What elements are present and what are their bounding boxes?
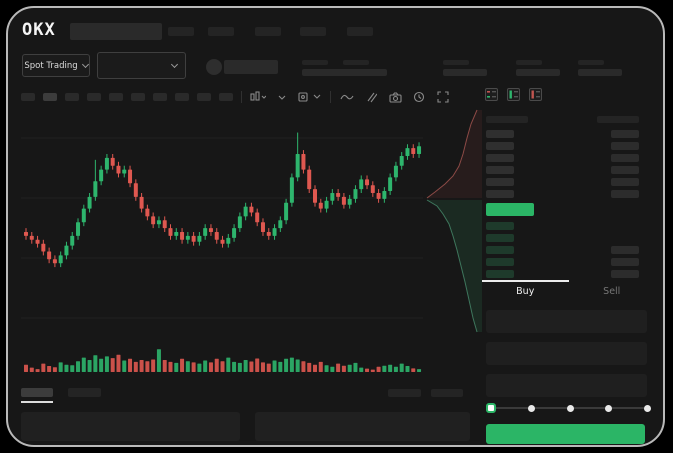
orderbook-row[interactable] xyxy=(486,232,639,244)
orderbook-row[interactable] xyxy=(486,268,639,280)
timeframe-button[interactable] xyxy=(219,93,233,101)
book-asks-icon[interactable] xyxy=(529,88,542,101)
timeframe-button[interactable] xyxy=(175,93,189,101)
slider-stop[interactable] xyxy=(527,404,535,412)
pair-name-placeholder xyxy=(224,60,278,74)
orderbook-bids xyxy=(486,220,639,280)
orders-action[interactable] xyxy=(431,389,463,397)
device-frame: OKX Spot Trading xyxy=(6,6,665,447)
depth-chart xyxy=(426,109,482,333)
timeframe-button[interactable] xyxy=(131,93,145,101)
orders-action[interactable] xyxy=(388,389,421,397)
market-type-selector[interactable]: Spot Trading xyxy=(22,54,90,77)
orderbook-view-toggles xyxy=(485,88,542,101)
slider-stop[interactable] xyxy=(644,404,651,412)
parallel-lines-icon[interactable] xyxy=(363,90,379,104)
toolbar-divider xyxy=(330,91,331,103)
ticker-stat xyxy=(516,60,560,76)
chart-interval-icon[interactable] xyxy=(250,90,266,104)
tab-sell[interactable]: Sell xyxy=(603,285,621,297)
timeframe-button[interactable] xyxy=(197,93,211,101)
orderbook-row[interactable] xyxy=(486,188,639,200)
timeframe-button[interactable] xyxy=(65,93,79,101)
orderbook-row[interactable] xyxy=(486,244,639,256)
timeframe-button[interactable] xyxy=(21,93,35,101)
price-input-placeholder[interactable] xyxy=(486,310,647,333)
fullscreen-icon[interactable] xyxy=(435,90,451,104)
caret-icon[interactable] xyxy=(274,90,290,104)
orders-tab-active[interactable] xyxy=(21,388,53,397)
orderbook-last-price-row[interactable] xyxy=(486,202,639,217)
ticker-stat xyxy=(302,60,346,76)
candlestick-chart[interactable] xyxy=(21,108,423,374)
timeframe-button-active[interactable] xyxy=(43,93,57,101)
pair-dropdown[interactable] xyxy=(97,52,186,79)
slider-stop[interactable] xyxy=(605,404,613,412)
indicators-icon[interactable] xyxy=(298,90,322,104)
market-type-label: Spot Trading xyxy=(24,60,78,71)
toolbar-divider xyxy=(241,91,242,103)
camera-icon[interactable] xyxy=(387,90,403,104)
orderbook-row[interactable] xyxy=(486,176,639,188)
timeframe-button[interactable] xyxy=(153,93,167,101)
trade-tabs: Buy Sell xyxy=(482,280,655,302)
timeframe-button[interactable] xyxy=(87,93,101,101)
last-price-bar xyxy=(486,203,534,216)
clock-icon[interactable] xyxy=(411,90,427,104)
ticker-stat xyxy=(443,60,487,76)
chart-toolbar xyxy=(21,90,451,104)
orders-tab[interactable] xyxy=(68,388,101,397)
slider-stop[interactable] xyxy=(566,404,574,412)
nav-item[interactable] xyxy=(208,27,234,36)
chevron-down-icon xyxy=(170,60,179,68)
orderbook-row[interactable] xyxy=(486,128,639,140)
okx-logo: OKX xyxy=(22,20,56,40)
orderbook-row[interactable] xyxy=(486,140,639,152)
total-input-placeholder[interactable] xyxy=(486,374,647,397)
nav-item[interactable] xyxy=(168,27,194,36)
orderbook-panel: Buy Sell xyxy=(482,84,655,445)
book-all-icon[interactable] xyxy=(485,88,498,101)
orders-panel-placeholder xyxy=(255,412,470,441)
orderbook-row[interactable] xyxy=(486,164,639,176)
pair-icon xyxy=(206,59,222,75)
amount-input-placeholder[interactable] xyxy=(486,342,647,365)
orderbook-asks xyxy=(486,128,639,200)
nav-item[interactable] xyxy=(347,27,373,36)
nav-item[interactable] xyxy=(255,27,281,36)
ticker-stat xyxy=(343,60,387,76)
orders-tab-indicator xyxy=(21,401,53,403)
amount-slider[interactable] xyxy=(486,402,651,414)
line-tool-icon[interactable] xyxy=(339,90,355,104)
slider-handle[interactable] xyxy=(486,403,496,413)
orders-panel-placeholder xyxy=(21,412,240,441)
orderbook-header xyxy=(486,116,639,123)
orderbook-row[interactable] xyxy=(486,220,639,232)
orderbook-row[interactable] xyxy=(486,256,639,268)
ticker-stat xyxy=(578,60,622,76)
chevron-down-icon xyxy=(81,60,89,68)
orderbook-row[interactable] xyxy=(486,152,639,164)
timeframe-button[interactable] xyxy=(109,93,123,101)
nav-search-placeholder[interactable] xyxy=(70,23,162,40)
submit-buy-button[interactable] xyxy=(486,424,645,444)
book-bids-icon[interactable] xyxy=(507,88,520,101)
tab-buy[interactable]: Buy xyxy=(516,285,535,297)
nav-item[interactable] xyxy=(300,27,326,36)
